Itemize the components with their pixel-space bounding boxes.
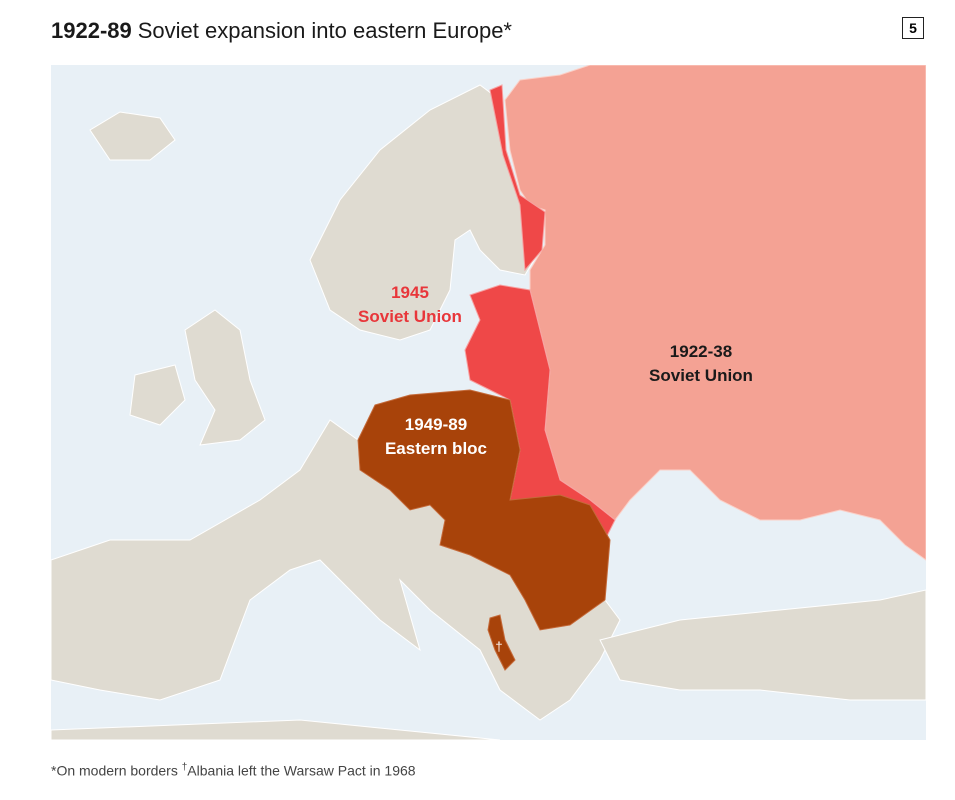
footnote-text: Albania left the Warsaw Pact in 1968 bbox=[187, 762, 416, 779]
title-year: 1922-89 bbox=[51, 18, 132, 43]
badge: 5 bbox=[902, 17, 924, 39]
label-name: Eastern bloc bbox=[385, 439, 487, 458]
africa bbox=[51, 719, 501, 740]
label-year: 1922-38 bbox=[670, 342, 732, 361]
eastern-bloc bbox=[357, 389, 611, 671]
iceland bbox=[89, 111, 176, 161]
scandinavia bbox=[309, 84, 541, 341]
great-britain bbox=[184, 309, 266, 446]
footnote: *On modern borders †Albania left the War… bbox=[51, 762, 416, 779]
title-text: Soviet expansion into eastern Europe* bbox=[137, 18, 512, 43]
footnote-note: *On modern borders bbox=[51, 762, 178, 779]
label-year: 1949-89 bbox=[405, 415, 467, 434]
albania-mark: † bbox=[495, 639, 502, 654]
label-name: Soviet Union bbox=[649, 366, 753, 385]
map: 1945 Soviet Union 1922-38 Soviet Union 1… bbox=[51, 65, 926, 740]
land bbox=[51, 84, 926, 740]
footnote-dagger: † bbox=[181, 762, 188, 773]
turkey bbox=[599, 589, 926, 701]
label-year: 1945 bbox=[391, 283, 429, 302]
label-name: Soviet Union bbox=[358, 307, 462, 326]
title: 1922-89 Soviet expansion into eastern Eur… bbox=[51, 18, 512, 44]
ireland bbox=[129, 364, 186, 426]
